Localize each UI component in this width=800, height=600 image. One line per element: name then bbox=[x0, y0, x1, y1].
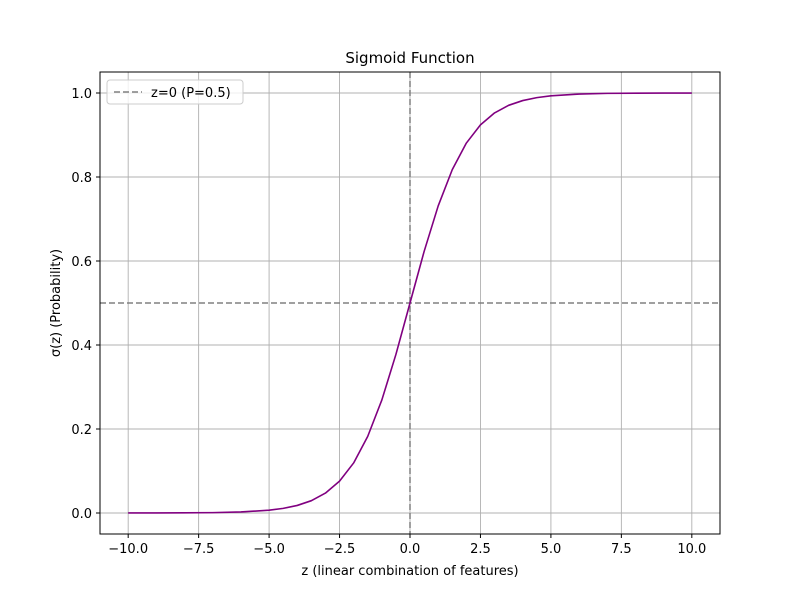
y-tick-label: 0.2 bbox=[71, 423, 92, 438]
y-tick-label: 0.0 bbox=[71, 507, 92, 522]
x-tick-label: −2.5 bbox=[324, 542, 356, 557]
x-tick-label: −10.0 bbox=[108, 542, 148, 557]
y-tick-label: 0.8 bbox=[71, 171, 92, 186]
y-axis-ticks: 0.0 0.2 0.4 0.6 0.8 1.0 bbox=[71, 87, 100, 522]
legend: z=0 (P=0.5) bbox=[106, 79, 244, 105]
x-tick-label: −7.5 bbox=[183, 542, 215, 557]
y-axis-label: σ(z) (Probability) bbox=[49, 249, 64, 357]
sigmoid-curve bbox=[128, 92, 692, 514]
x-axis-ticks: −10.0 −7.5 −5.0 −2.5 0.0 2.5 5.0 7.5 10.0 bbox=[108, 534, 706, 557]
y-tick-label: 1.0 bbox=[71, 87, 92, 102]
y-tick-label: 0.4 bbox=[71, 339, 92, 354]
x-tick-label: 10.0 bbox=[677, 542, 706, 557]
x-tick-label: 5.0 bbox=[541, 542, 562, 557]
x-tick-label: 2.5 bbox=[470, 542, 491, 557]
legend-label: z=0 (P=0.5) bbox=[151, 86, 231, 101]
chart-title: Sigmoid Function bbox=[345, 49, 474, 67]
x-tick-label: 7.5 bbox=[611, 542, 632, 557]
legend-box bbox=[106, 79, 244, 105]
x-axis-label: z (linear combination of features) bbox=[301, 564, 518, 579]
x-tick-label: 0.0 bbox=[400, 542, 421, 557]
series-group bbox=[128, 92, 692, 514]
y-tick-label: 0.6 bbox=[71, 255, 92, 270]
x-tick-label: −5.0 bbox=[253, 542, 285, 557]
